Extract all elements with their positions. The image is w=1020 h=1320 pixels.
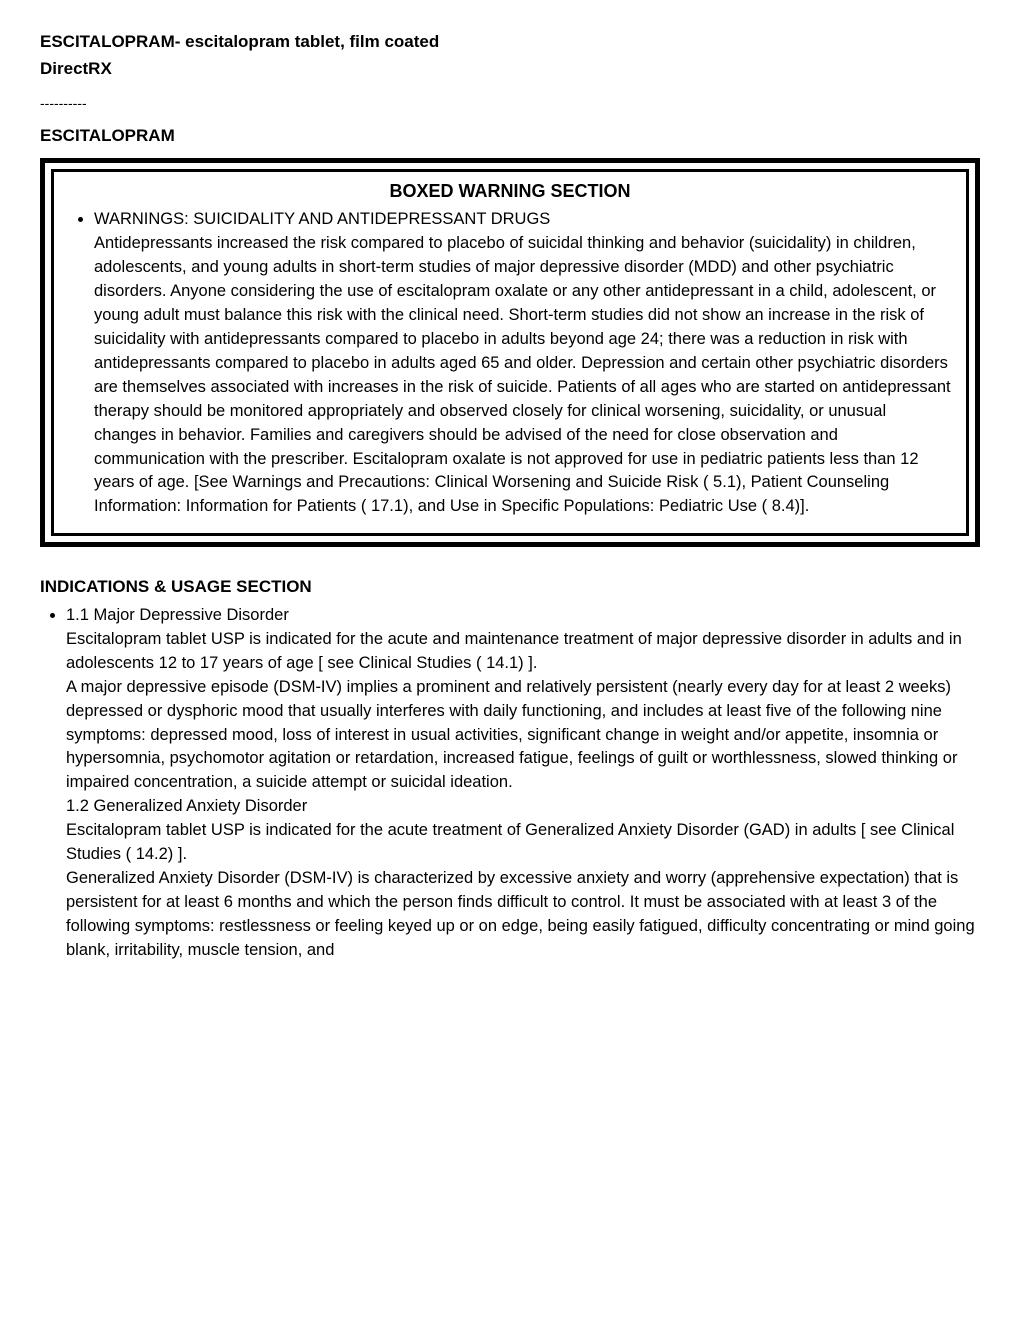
boxed-warning-bullet-title: WARNINGS: SUICIDALITY AND ANTIDEPRESSANT… — [94, 208, 952, 232]
indications-title: INDICATIONS & USAGE SECTION — [40, 575, 980, 600]
boxed-warning-list: WARNINGS: SUICIDALITY AND ANTIDEPRESSANT… — [68, 208, 952, 519]
indications-p2: A major depressive episode (DSM-IV) impl… — [66, 676, 980, 796]
indications-p5: Generalized Anxiety Disorder (DSM-IV) is… — [66, 867, 980, 963]
indications-bullet-title: 1.1 Major Depressive Disorder — [66, 604, 980, 628]
indications-p1: Escitalopram tablet USP is indicated for… — [66, 628, 980, 676]
divider-dashes: ---------- — [40, 93, 980, 113]
drug-name-heading: ESCITALOPRAM — [40, 124, 980, 149]
indications-item: 1.1 Major Depressive Disorder Escitalopr… — [66, 604, 980, 963]
boxed-warning-inner: BOXED WARNING SECTION WARNINGS: SUICIDAL… — [51, 169, 969, 536]
boxed-warning-item: WARNINGS: SUICIDALITY AND ANTIDEPRESSANT… — [94, 208, 952, 519]
indications-p4: Escitalopram tablet USP is indicated for… — [66, 819, 980, 867]
boxed-warning-body: Antidepressants increased the risk compa… — [94, 232, 952, 519]
drug-header-title: ESCITALOPRAM- escitalopram tablet, film … — [40, 30, 980, 55]
boxed-warning-outer: BOXED WARNING SECTION WARNINGS: SUICIDAL… — [40, 158, 980, 547]
indications-p3: 1.2 Generalized Anxiety Disorder — [66, 795, 980, 819]
indications-list: 1.1 Major Depressive Disorder Escitalopr… — [40, 604, 980, 963]
drug-header-company: DirectRX — [40, 57, 980, 82]
boxed-warning-title: BOXED WARNING SECTION — [68, 178, 952, 204]
